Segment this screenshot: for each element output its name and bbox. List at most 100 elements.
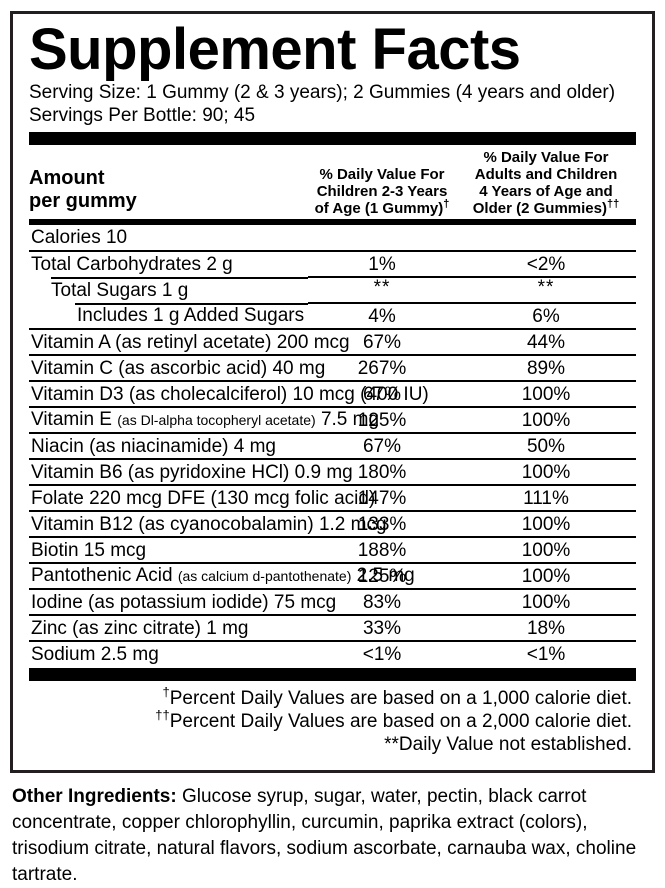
nutrient-name: Total Carbohydrates 2 g: [29, 251, 308, 278]
footnote-dagger: †Percent Daily Values are based on a 1,0…: [162, 684, 633, 709]
header-amount-line2: per gummy: [29, 190, 137, 212]
table-row: Total Carbohydrates 2 g 1% <2%: [29, 251, 636, 278]
nutrient-name: Niacin (as niacinamide) 4 mg: [29, 433, 308, 460]
rule-thick-bottom: [29, 668, 636, 681]
nutrient-dv-adult: 44%: [456, 329, 636, 356]
table-row: Vitamin B6 (as pyridoxine HCl) 0.9 mg 18…: [29, 459, 636, 486]
nutrient-dv-child: 180%: [308, 459, 456, 486]
table-row: Iodine (as potassium iodide) 75 mcg 83% …: [29, 589, 636, 616]
footnotes: †Percent Daily Values are based on a 1,0…: [29, 681, 636, 756]
nutrient-name: Folate 220 mcg DFE (130 mcg folic acid): [29, 485, 375, 512]
other-ingredients: Other Ingredients: Glucose syrup, sugar,…: [12, 784, 654, 888]
table-row: Pantothenic Acid (as calcium d-pantothen…: [29, 563, 636, 590]
footnote-double-dagger: ††Percent Daily Values are based on a 2,…: [155, 707, 632, 732]
nutrient-dv-child: 125%: [308, 563, 456, 590]
servings-per-bottle-text: Servings Per Bottle: 90; 45: [29, 105, 256, 126]
nutrient-dv-adult: 111%: [456, 485, 636, 512]
nutrient-dv-child: **: [308, 274, 456, 301]
nutrient-dv-child: 147%: [308, 485, 456, 512]
table-row: Total Sugars 1 g ** **: [29, 274, 636, 305]
nutrient-dv-adult: [456, 225, 636, 252]
table-row: Folate 220 mcg DFE (130 mcg folic acid) …: [29, 485, 636, 512]
table-row: Vitamin C (as ascorbic acid) 40 mg 267% …: [29, 355, 636, 382]
nutrient-name: Pantothenic Acid (as calcium d-pantothen…: [29, 563, 415, 590]
nutrient-dv-adult: <2%: [456, 251, 636, 278]
header-col1-dagger: †: [443, 198, 450, 210]
nutrient-dv-adult: 89%: [456, 355, 636, 382]
nutrient-dv-child: 267%: [308, 355, 456, 382]
table-row: Vitamin D3 (as cholecalciferol) 10 mcg (…: [29, 381, 636, 408]
nutrient-dv-adult: 100%: [456, 381, 636, 408]
header-col2-double-dagger: ††: [606, 198, 620, 210]
nutrient-dv-child: 67%: [308, 433, 456, 460]
nutrient-dv-adult: **: [456, 274, 636, 301]
nutrient-name: Vitamin A (as retinyl acetate) 200 mcg: [29, 329, 350, 356]
rule-thick-top: [29, 132, 636, 145]
footnote-dagger-mark: †: [162, 684, 170, 700]
table-row: Zinc (as zinc citrate) 1 mg 33% 18%: [29, 615, 636, 642]
nutrient-name: Vitamin E (as Dl-alpha tocopheryl acetat…: [29, 407, 379, 434]
header-col-children: % Daily Value For Children 2-3 Years of …: [308, 166, 456, 219]
nutrient-dv-child: 83%: [308, 589, 456, 616]
table-row: Vitamin B12 (as cyanocobalamin) 1.2 mcg …: [29, 511, 636, 538]
nutrient-name: Iodine (as potassium iodide) 75 mcg: [29, 589, 336, 616]
nutrient-name: Zinc (as zinc citrate) 1 mg: [29, 615, 308, 642]
page-title: Supplement Facts: [29, 17, 521, 82]
nutrient-name: Calories 10: [29, 225, 308, 252]
nutrient-name: Includes 1 g Added Sugars: [29, 303, 308, 330]
footnote-double-dagger-mark: ††: [155, 707, 170, 723]
nutrient-dv-adult: <1%: [526, 644, 566, 665]
nutrient-dv-adult: 100%: [456, 459, 636, 486]
nutrient-dv-adult: 100%: [456, 511, 636, 538]
nutrient-name: Vitamin B12 (as cyanocobalamin) 1.2 mcg: [29, 511, 387, 538]
nutrient-dv-child: 67%: [308, 381, 456, 408]
nutrient-name: Total Sugars 1 g: [29, 277, 308, 305]
nutrient-name: Vitamin D3 (as cholecalciferol) 10 mcg (…: [29, 381, 429, 408]
nutrient-dv-child: 67%: [308, 329, 456, 356]
nutrient-dv-child: <1%: [362, 644, 402, 665]
nutrient-dv-child: 125%: [308, 407, 456, 434]
nutrient-name: Vitamin C (as ascorbic acid) 40 mg: [29, 355, 325, 382]
table-row: Calories 10: [29, 225, 636, 252]
header-amount-per-gummy: Amount per gummy: [29, 167, 308, 219]
nutrient-dv-child: 133%: [308, 511, 456, 538]
nutrient-name: Sodium 2.5 mg: [31, 644, 159, 665]
table-row: Vitamin E (as Dl-alpha tocopheryl acetat…: [29, 407, 636, 434]
nutrient-dv-adult: 50%: [456, 433, 636, 460]
table-row: Vitamin A (as retinyl acetate) 200 mcg 6…: [29, 329, 636, 356]
header-col1-line2: Children 2-3 Years: [316, 183, 448, 200]
nutrient-dv-child: 188%: [308, 537, 456, 564]
nutrient-dv-adult: 100%: [456, 537, 636, 564]
nutrient-name: Vitamin B6 (as pyridoxine HCl) 0.9 mg: [29, 459, 353, 486]
nutrient-dv-adult: 18%: [456, 615, 636, 642]
nutrient-dv-adult: 100%: [456, 589, 636, 616]
header-col-adults: % Daily Value For Adults and Children 4 …: [456, 149, 636, 219]
table-row: Niacin (as niacinamide) 4 mg 67% 50%: [29, 433, 636, 460]
header-col2-line2: Adults and Children: [474, 166, 618, 183]
nutrient-dv-adult: 100%: [456, 407, 636, 434]
footnote-asterisk: **Daily Value not established.: [384, 734, 632, 755]
nutrient-name: Biotin 15 mcg: [29, 537, 308, 564]
header-amount-line1: Amount: [29, 167, 105, 189]
other-ingredients-label: Other Ingredients:: [12, 786, 177, 807]
nutrient-dv-child: 33%: [308, 615, 456, 642]
serving-size-text: Serving Size: 1 Gummy (2 & 3 years); 2 G…: [29, 82, 616, 103]
nutrient-dv-child: [308, 225, 456, 252]
header-col2-line4: Older (2 Gummies)††: [472, 198, 620, 218]
table-row: Includes 1 g Added Sugars 4% 6%: [29, 303, 636, 330]
nutrient-dv-adult: 100%: [456, 563, 636, 590]
table-row: Biotin 15 mcg 188% 100%: [29, 537, 636, 564]
table-header-row: Amount per gummy % Daily Value For Child…: [29, 145, 636, 219]
rule-medium-header: [29, 219, 636, 225]
nutrient-dv-child: 4%: [308, 303, 456, 330]
header-col2-line3: 4 Years of Age and: [479, 183, 613, 200]
nutrient-dv-adult: 6%: [456, 303, 636, 330]
footnote-asterisk-mark: **: [384, 734, 399, 755]
header-col1-line1: % Daily Value For: [319, 166, 445, 183]
table-row: Sodium 2.5 mg <1% <1%: [29, 641, 636, 667]
nutrient-table: Calories 10 Total Carbohydrates 2 g 1% <…: [29, 225, 636, 667]
header-col2-line1: % Daily Value For: [483, 149, 609, 166]
header-col1-line3: of Age (1 Gummy)†: [314, 198, 450, 218]
supplement-facts-panel: Supplement Facts Serving Size: 1 Gummy (…: [10, 11, 655, 773]
